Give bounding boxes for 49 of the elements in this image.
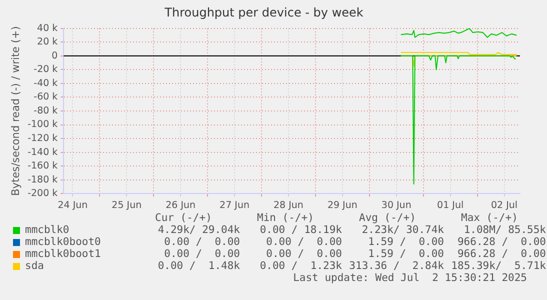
x-tick-label: 29 Jun [327,200,358,211]
text: Max (-/+) [461,212,518,224]
text: Last update: Wed Jul 2 15:30:21 2025 [293,272,527,284]
text: 2.23k/ 30.74k [362,224,444,236]
x-tick-label: 02 Jul [490,200,518,211]
y-tick-label: -200 k [28,188,58,200]
text: 1.08M/ 85.55k [464,224,546,236]
y-axis-title: Bytes/second read (-) / write (+) [10,26,22,196]
text: Min (-/+) [257,212,314,224]
x-tick-label: 01 Jul [437,200,464,211]
legend-label: mmcblk0 [25,224,70,236]
y-tick-label: -140 k [28,146,58,158]
text: 185.39k/ 5.71k [451,260,546,272]
legend-label: mmcblk0boot1 [25,248,101,260]
x-tick-label: 25 Jun [112,200,142,211]
text: 0.00 / 0.00 [164,236,240,248]
text: 0.00 / 18.19k [260,224,342,236]
x-tick-label: 26 Jun [166,200,196,211]
y-tick-label: -40 k [34,78,58,89]
text: 1.59 / 0.00 [368,236,444,248]
y-tick-label: -100 k [28,119,58,130]
text: 4.29k/ 29.04k [158,224,240,236]
y-tick-label: -20 k [34,64,58,76]
y-tick-label: -80 k [34,105,58,116]
legend-label: mmcblk0boot0 [25,236,101,248]
text: Avg (-/+) [359,212,416,224]
text: 0.00 / 1.23k [260,260,342,272]
x-tick-label: 28 Jun [273,200,304,211]
text: Cur (-/+) [155,212,212,224]
y-tick-label: -120 k [28,133,58,144]
y-tick-label: -160 k [28,160,58,172]
chart-title: Throughput per device - by week [164,5,364,20]
x-tick-label: 30 Jun [381,200,412,211]
text: 0.00 / 0.00 [266,236,342,248]
y-tick-label: 0 [52,50,58,62]
legend-label: sda [25,260,44,272]
text: 0.00 / 0.00 [266,248,342,260]
y-tick-label: -180 k [28,174,58,186]
y-tick-label: -60 k [34,92,58,103]
x-tick-label: 27 Jun [220,200,250,211]
text: 0.00 / 0.00 [164,248,240,260]
x-tick-label: 24 Jun [58,200,88,211]
text: 1.59 / 0.00 [368,248,444,260]
y-tick-label: 40 k [37,22,58,34]
text: 966.28 / 0.00 [457,236,546,248]
text: 0.00 / 1.48k [158,260,240,272]
text: 966.28 / 0.00 [457,248,546,260]
text: 313.36 / 2.84k [349,260,444,272]
y-tick-label: 20 k [37,36,58,48]
